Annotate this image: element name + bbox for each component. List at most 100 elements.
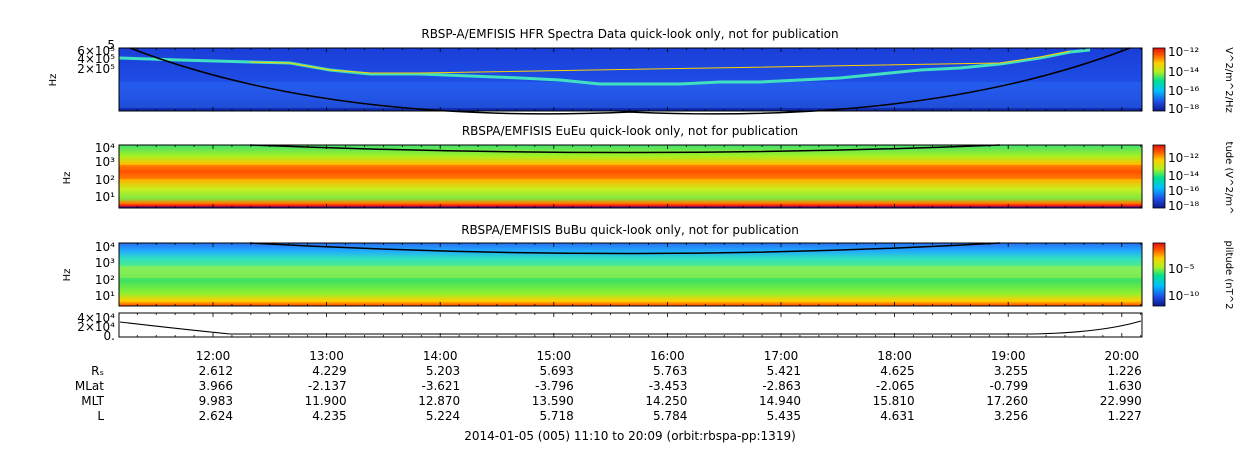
panel-hfr-ytick: 2×10⁵	[77, 62, 115, 76]
ephemeris-cell: 5.203	[426, 364, 460, 378]
panel-eueu-yticks: 10⁴ 10³ 10² 10¹	[95, 141, 115, 204]
ephemeris-cell: 4.625	[880, 364, 914, 378]
panel-hfr-ytick: 5	[107, 38, 115, 52]
ephemeris-cell: 4.229	[312, 364, 346, 378]
panel-line: 4×10⁴ 2×10⁴ 0.	[77, 311, 1143, 343]
ephemeris-cell: 14.940	[759, 394, 801, 408]
ephemeris-cell: 1.630	[1107, 379, 1141, 393]
ephemeris-cell: 3.966	[199, 379, 233, 393]
panel-eueu: RBSPA/EMFISIS EuEu quick-look only, not …	[62, 124, 1234, 214]
panel-eueu-colorbar	[1152, 144, 1166, 209]
ephemeris-cell: 5.421	[767, 364, 801, 378]
ephemeris-cell: -3.453	[649, 379, 688, 393]
panel-bubu-ytick: 10³	[95, 256, 115, 270]
panel-hfr-ytick: 4×10⁵	[77, 52, 115, 66]
ephemeris-cell: 1.226	[1107, 364, 1141, 378]
panel-bubu-colorbar-ticks: 10⁻⁵ 10⁻¹⁰	[1168, 262, 1199, 303]
panel-eueu-cbar-tick: 10⁻¹²	[1168, 151, 1199, 165]
ephemeris-table: Rₛ 2.612 4.229 5.203 5.693 5.763 5.421 4.625 3.2…	[75, 364, 1142, 423]
panel-line-yticks: 4×10⁴ 2×10⁴ 0.	[77, 311, 115, 343]
panel-bubu-emission-band	[119, 266, 1142, 278]
ephemeris-cell: 17.260	[986, 394, 1028, 408]
ephemeris-cell: 22.990	[1100, 394, 1142, 408]
panel-bubu-colorbar	[1152, 242, 1166, 307]
ephemeris-cell: -2.065	[876, 379, 915, 393]
ephemeris-cell: 2.612	[199, 364, 233, 378]
ephemeris-cell: 4.631	[880, 409, 914, 423]
panel-hfr: RBSP-A/EMFISIS HFR Spectra Data quick-lo…	[48, 27, 1234, 116]
panel-eueu-cbar-tick: 10⁻¹⁸	[1168, 199, 1199, 213]
panel-hfr-envelope-curve	[129, 47, 1131, 115]
x-tick-label: 20:00	[1105, 349, 1140, 363]
ephemeris-row-label: L	[97, 409, 104, 423]
ephemeris-cell: 12.870	[418, 394, 460, 408]
ephemeris-cell: 5.718	[539, 409, 573, 423]
x-tick-label: 12:00	[196, 349, 231, 363]
panel-hfr-title: RBSP-A/EMFISIS HFR Spectra Data quick-lo…	[421, 27, 838, 41]
panel-hfr-yticks: 5 6×10⁵ 4×10⁵ 2×10⁵	[77, 38, 115, 76]
ephemeris-cell: 3.255	[994, 364, 1028, 378]
ephemeris-cell: -3.796	[535, 379, 574, 393]
ephemeris-cell: 5.435	[767, 409, 801, 423]
ephemeris-cell: 1.227	[1107, 409, 1141, 423]
panel-bubu-cbar-tick: 10⁻¹⁰	[1168, 289, 1199, 303]
panel-hfr-colorbar-label: V^2/m^2/Hz	[1223, 47, 1234, 113]
panel-eueu-cbar-tick: 10⁻¹⁶	[1168, 184, 1199, 198]
panel-eueu-title: RBSPA/EMFISIS EuEu quick-look only, not …	[462, 124, 798, 138]
panel-hfr-cbar-tick: 10⁻¹⁶	[1168, 84, 1199, 98]
panel-hfr-plasma-line-core	[249, 50, 1071, 74]
ephemeris-cell: 5.224	[426, 409, 460, 423]
panel-bubu-ytick: 10⁴	[95, 240, 115, 254]
ephemeris-cell: 5.784	[653, 409, 687, 423]
panel-eueu-ytick: 10³	[95, 155, 115, 169]
ephemeris-row-label: MLT	[81, 394, 104, 408]
panel-bubu-yticks: 10⁴ 10³ 10² 10¹	[95, 240, 115, 303]
x-axis: 12:00 13:00 14:00 15:00 16:00 17:00 18:00 19:00…	[136, 48, 1142, 363]
panel-eueu-colorbar-label: tude (V^2/m^	[1223, 142, 1234, 215]
panel-bubu-cbar-tick: 10⁻⁵	[1168, 262, 1195, 276]
panel-hfr-low-band	[119, 82, 1142, 108]
ephemeris-cell: -0.799	[990, 379, 1029, 393]
panel-line-ytick: 4×10⁴	[77, 311, 115, 325]
panel-bubu: RBSPA/EMFISIS BuBu quick-look only, not …	[62, 223, 1234, 309]
ephemeris-cell: 3.256	[994, 409, 1028, 423]
panel-line-trace	[119, 320, 1142, 335]
panel-eueu-cbar-tick: 10⁻¹⁴	[1168, 169, 1199, 183]
x-tick-label: 17:00	[764, 349, 799, 363]
panel-bubu-ytick: 10²	[95, 273, 115, 287]
ephemeris-cell: 4.235	[312, 409, 346, 423]
panel-hfr-colorbar-ticks: 10⁻¹² 10⁻¹⁴ 10⁻¹⁶ 10⁻¹⁸	[1168, 45, 1199, 116]
panel-bubu-envelope-curve	[249, 242, 1001, 255]
x-tick-label: 14:00	[423, 349, 458, 363]
ephemeris-cell: 2.624	[199, 409, 233, 423]
panel-bubu-ylabel: Hz	[62, 269, 73, 282]
panel-hfr-ylabel: Hz	[48, 74, 59, 87]
ephemeris-cell: 15.810	[873, 394, 915, 408]
ephemeris-cell: -2.137	[308, 379, 347, 393]
panel-eueu-spectrogram	[119, 145, 1142, 208]
x-tick-label: 16:00	[650, 349, 685, 363]
ephemeris-cell: 13.590	[532, 394, 574, 408]
ephemeris-cell: 5.693	[539, 364, 573, 378]
ephemeris-row-label: Rₛ	[91, 364, 104, 378]
panel-eueu-ytick: 10²	[95, 173, 115, 187]
ephemeris-cell: 5.763	[653, 364, 687, 378]
x-tick-label: 19:00	[991, 349, 1026, 363]
panel-eueu-envelope-curve	[249, 144, 1001, 154]
footer-text: 2014-01-05 (005) 11:10 to 20:09 (orbit:r…	[464, 429, 796, 443]
x-tick-label: 18:00	[877, 349, 912, 363]
panel-eueu-frame	[118, 144, 1143, 209]
x-tick-label: 13:00	[309, 349, 344, 363]
panel-eueu-ylabel: Hz	[62, 172, 73, 185]
panel-bubu-colorbar-label: plitude (nT^2	[1223, 241, 1234, 310]
ephemeris-cell: 14.250	[645, 394, 687, 408]
panel-hfr-colorbar	[1152, 47, 1166, 112]
panel-hfr-cbar-tick: 10⁻¹²	[1168, 45, 1199, 59]
panel-hfr-frame	[118, 47, 1143, 112]
panel-eueu-ytick: 10¹	[95, 190, 115, 204]
panel-line-ytick: 2×10⁴	[77, 320, 115, 334]
panel-line-frame	[118, 312, 1143, 338]
panel-eueu-ytick: 10⁴	[95, 141, 115, 155]
panel-eueu-colorbar-ticks: 10⁻¹² 10⁻¹⁴ 10⁻¹⁶ 10⁻¹⁸	[1168, 151, 1199, 213]
